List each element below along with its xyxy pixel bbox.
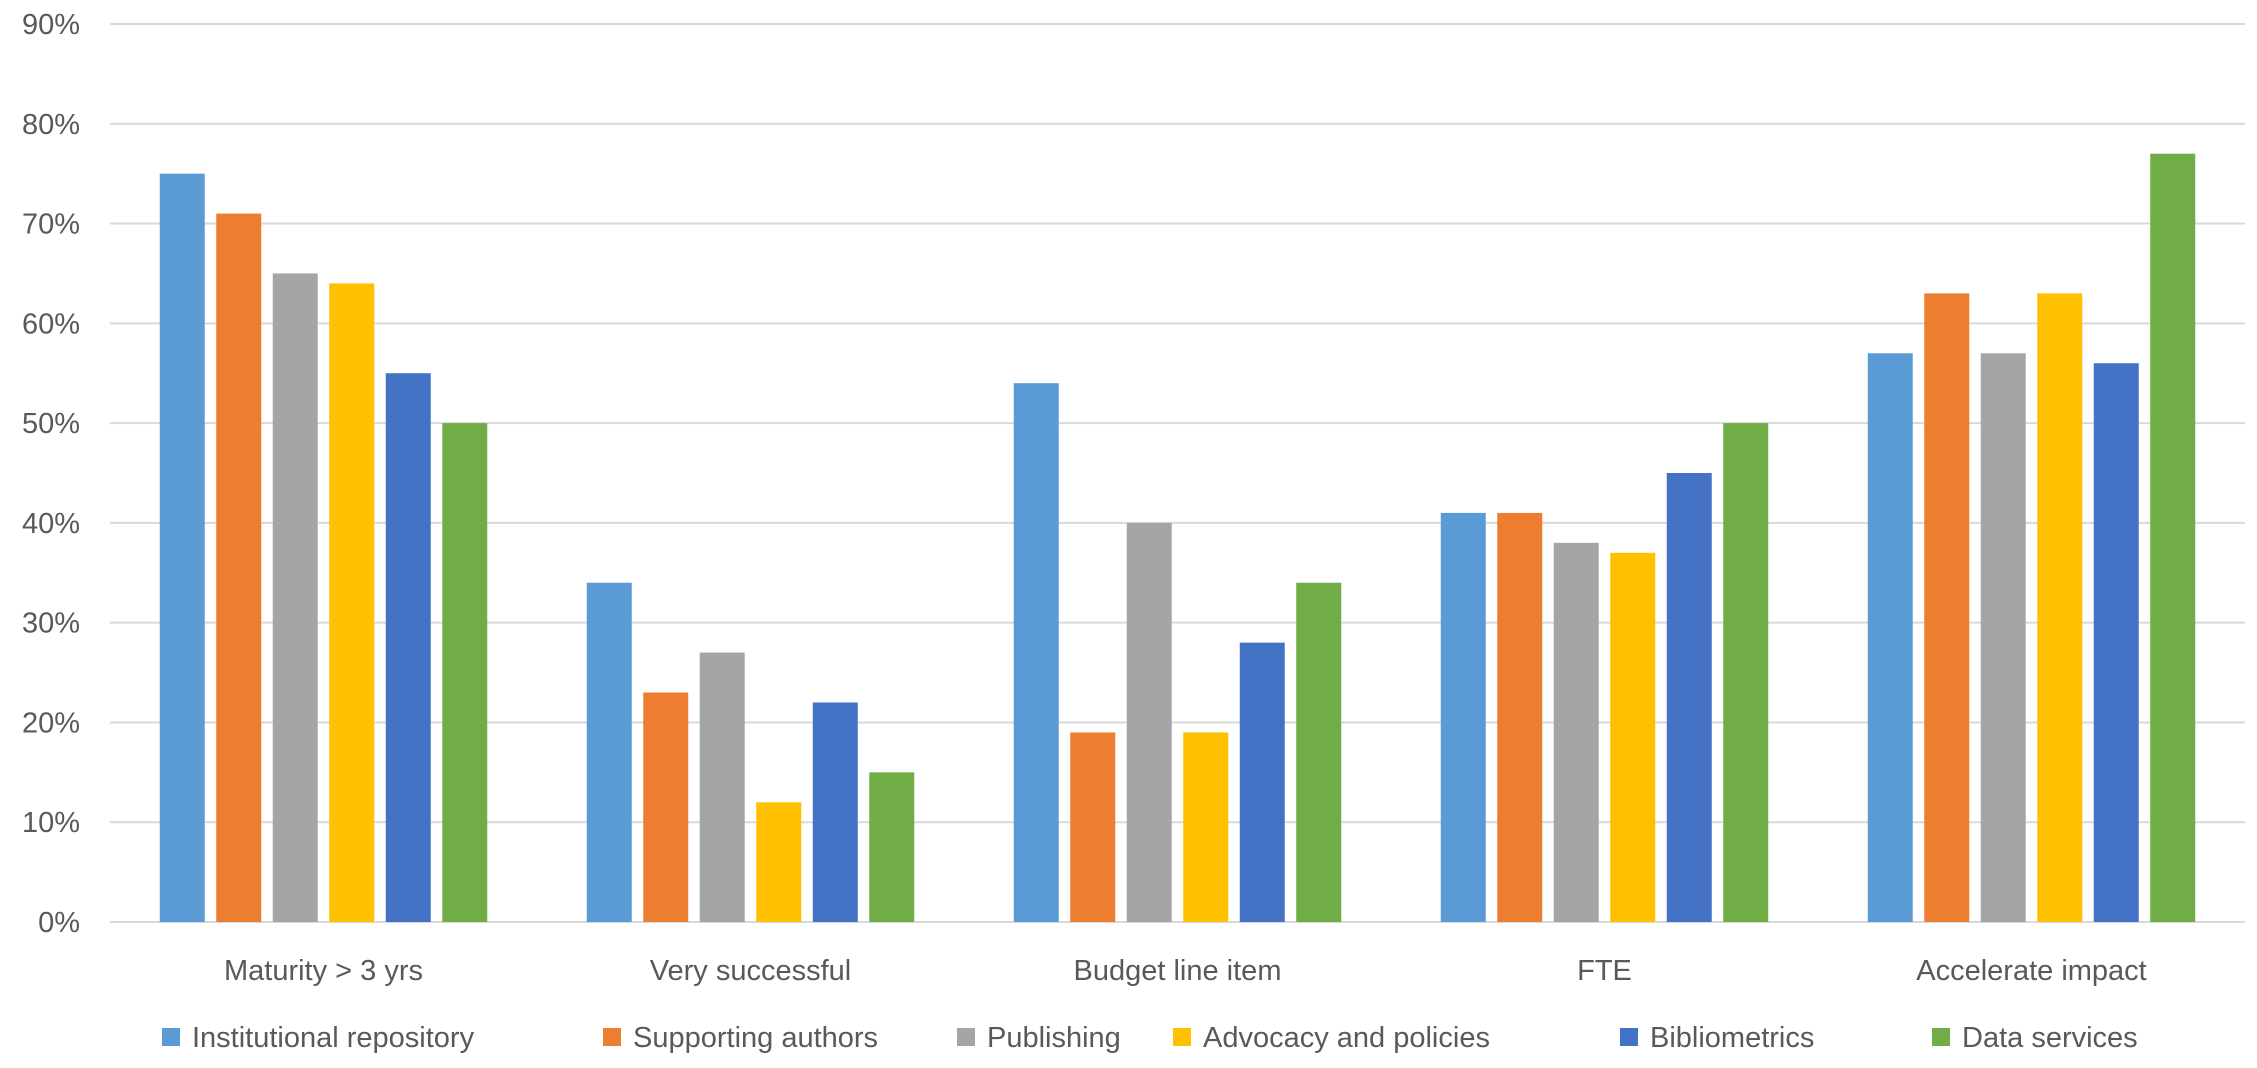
y-tick-label: 60% [22, 308, 80, 340]
category-label: Maturity > 3 yrs [224, 955, 423, 987]
legend-label: Data services [1962, 1022, 2138, 1054]
bar-2-3 [1070, 732, 1116, 922]
legend: Institutional repository Supporting autho… [162, 1022, 2138, 1054]
bar-2-2 [643, 692, 689, 922]
legend-swatch [1620, 1028, 1638, 1046]
bar-2-4 [1497, 512, 1543, 922]
legend-swatch [603, 1028, 621, 1046]
y-tick-label: 90% [22, 9, 80, 41]
bar-3-3 [1126, 522, 1172, 922]
bar-5-1 [385, 373, 431, 922]
legend-label: Bibliometrics [1650, 1022, 1814, 1054]
bar-5-3 [1239, 642, 1285, 922]
bar-5-2 [812, 702, 858, 922]
bar-2-1 [216, 213, 262, 923]
category-label: Very successful [650, 955, 851, 987]
bar-2-5 [1924, 293, 1970, 922]
y-tick-label: 40% [22, 508, 80, 540]
y-tick-label: 70% [22, 209, 80, 241]
bar-5-4 [1666, 473, 1712, 922]
bar-6-1 [442, 423, 488, 922]
bar-4-2 [756, 802, 802, 922]
bar-6-2 [869, 772, 915, 922]
y-tick-label: 80% [22, 109, 80, 141]
bar-4-4 [1610, 552, 1656, 922]
category-labels-layer: Maturity > 3 yrs Very successful Budget li… [224, 955, 2147, 987]
bar-6-3 [1296, 582, 1342, 922]
legend-label: Supporting authors [633, 1022, 878, 1054]
bar-3-4 [1553, 542, 1599, 922]
bar-1-4 [1440, 512, 1486, 922]
legend-label: Publishing [987, 1022, 1121, 1054]
bar-3-2 [699, 652, 745, 922]
category-label: Accelerate impact [1916, 955, 2147, 987]
bar-4-3 [1183, 732, 1229, 922]
bar-1-3 [1013, 383, 1059, 922]
legend-swatch [162, 1028, 180, 1046]
bar-1-1 [159, 173, 205, 922]
category-label: Budget line item [1074, 955, 1282, 987]
y-tick-label: 10% [22, 807, 80, 839]
bar-4-1 [329, 283, 375, 922]
legend-label: Institutional repository [192, 1022, 475, 1054]
bar-6-5 [2150, 153, 2196, 922]
bar-3-1 [272, 273, 318, 922]
legend-swatch [957, 1028, 975, 1046]
legend-swatch [1173, 1028, 1191, 1046]
bar-3-5 [1980, 353, 2026, 922]
y-tick-label: 30% [22, 608, 80, 640]
bar-1-2 [586, 582, 632, 922]
bars-layer [159, 153, 2196, 923]
bar-4-5 [2037, 293, 2083, 922]
y-tick-label: 50% [22, 408, 80, 440]
y-tick-label: 0% [38, 907, 80, 939]
y-tick-label: 20% [22, 707, 80, 739]
category-label: FTE [1577, 955, 1632, 987]
bar-6-4 [1723, 423, 1769, 922]
legend-label: Advocacy and policies [1203, 1022, 1490, 1054]
bar-1-5 [1867, 353, 1913, 922]
legend-swatch [1932, 1028, 1950, 1046]
bar-5-5 [2093, 363, 2139, 922]
